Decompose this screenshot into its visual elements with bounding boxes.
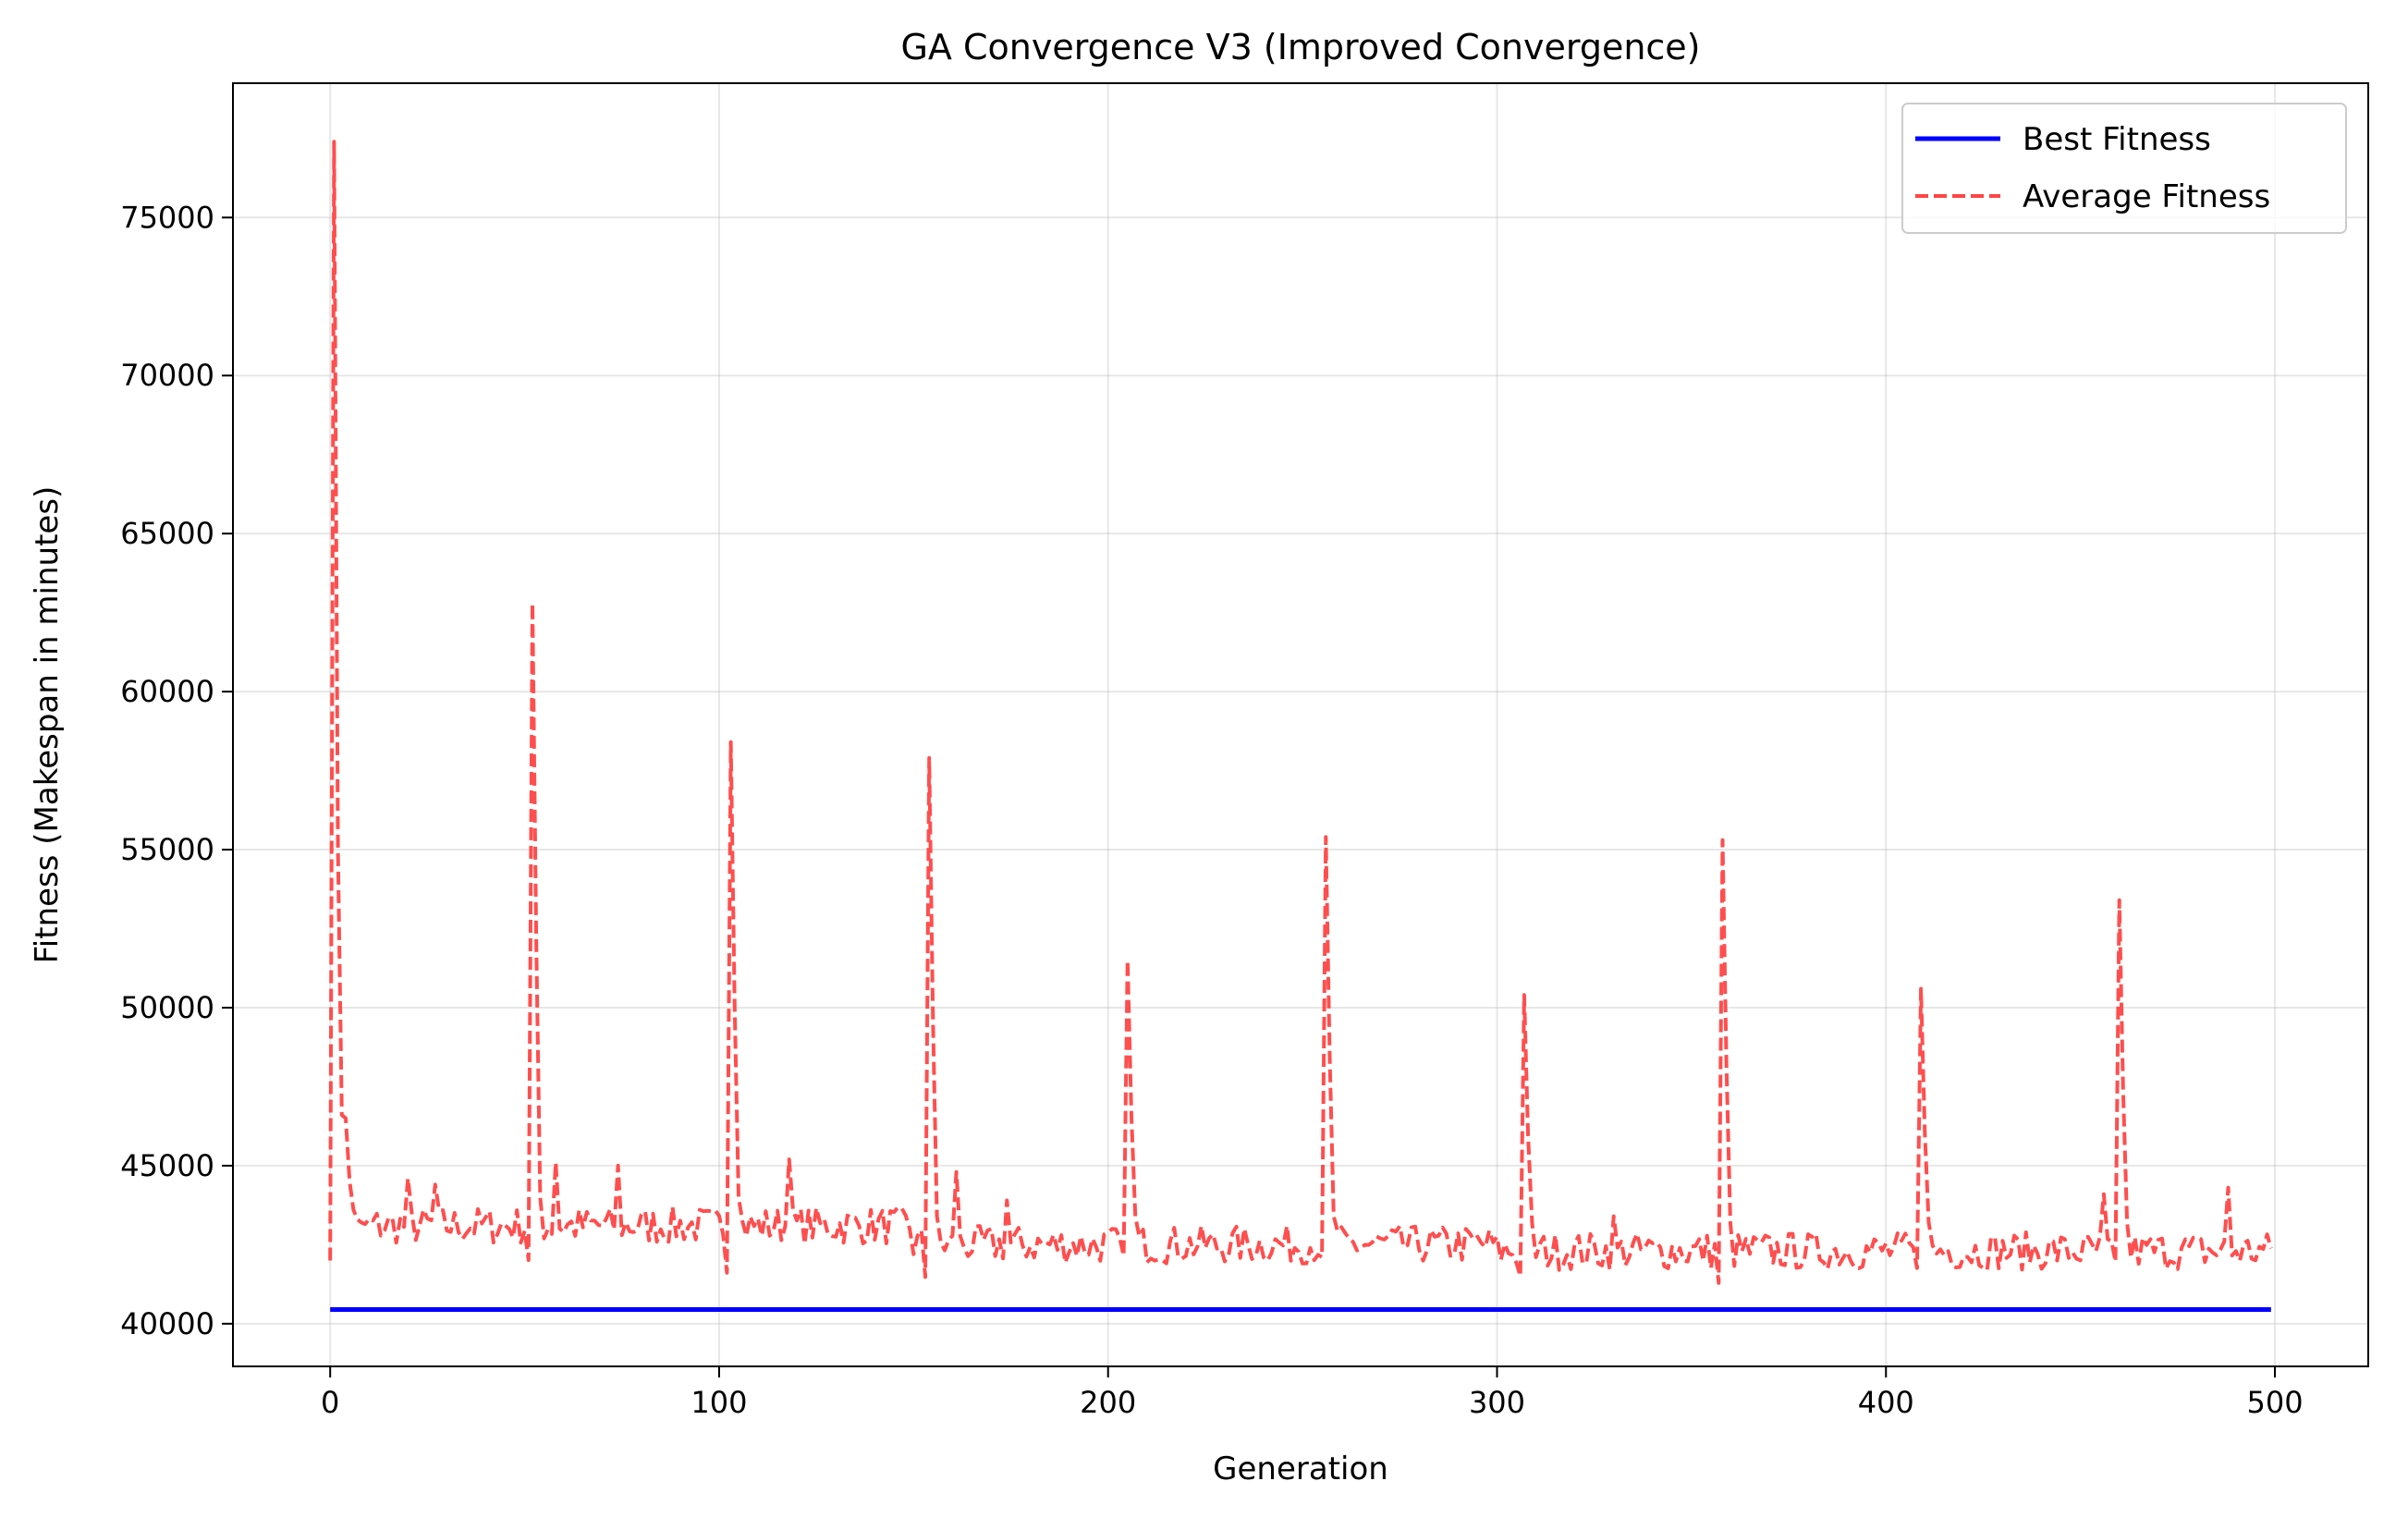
y-tick-label: 40000 [120, 1306, 214, 1341]
x-tick-label: 500 [2246, 1385, 2303, 1420]
x-axis-label: Generation [1213, 1451, 1388, 1487]
x-tick-label: 400 [1858, 1385, 1914, 1420]
legend-label-average-fitness: Average Fitness [2023, 178, 2270, 215]
y-tick-label: 65000 [120, 516, 214, 551]
chart-title: GA Convergence V3 (Improved Convergence) [900, 27, 1700, 67]
x-tick-label: 100 [691, 1385, 747, 1420]
axis-ticks: 0 100 200 300 400 500 40000 45000 50000 55000 6000… [120, 200, 2303, 1420]
y-tick-label: 70000 [120, 358, 214, 393]
legend-frame [1901, 103, 2347, 234]
x-tick-label: 300 [1469, 1385, 1525, 1420]
y-tick-label: 45000 [120, 1148, 214, 1183]
x-tick-label: 0 [321, 1385, 339, 1420]
legend-label-best-fitness: Best Fitness [2023, 121, 2211, 158]
grid [233, 83, 2368, 1366]
x-tick-label: 200 [1080, 1385, 1136, 1420]
series-layer [328, 140, 2273, 1312]
y-tick-label: 75000 [120, 200, 214, 235]
average-fitness-line [328, 140, 2273, 1285]
y-tick-label: 60000 [120, 674, 214, 709]
legend: Best Fitness Average Fitness [1901, 103, 2347, 234]
plot-area-frame [232, 82, 2369, 1367]
y-axis-label: Fitness (Makespan in minutes) [29, 486, 66, 964]
y-tick-label: 50000 [120, 990, 214, 1025]
y-tick-label: 55000 [120, 832, 214, 867]
